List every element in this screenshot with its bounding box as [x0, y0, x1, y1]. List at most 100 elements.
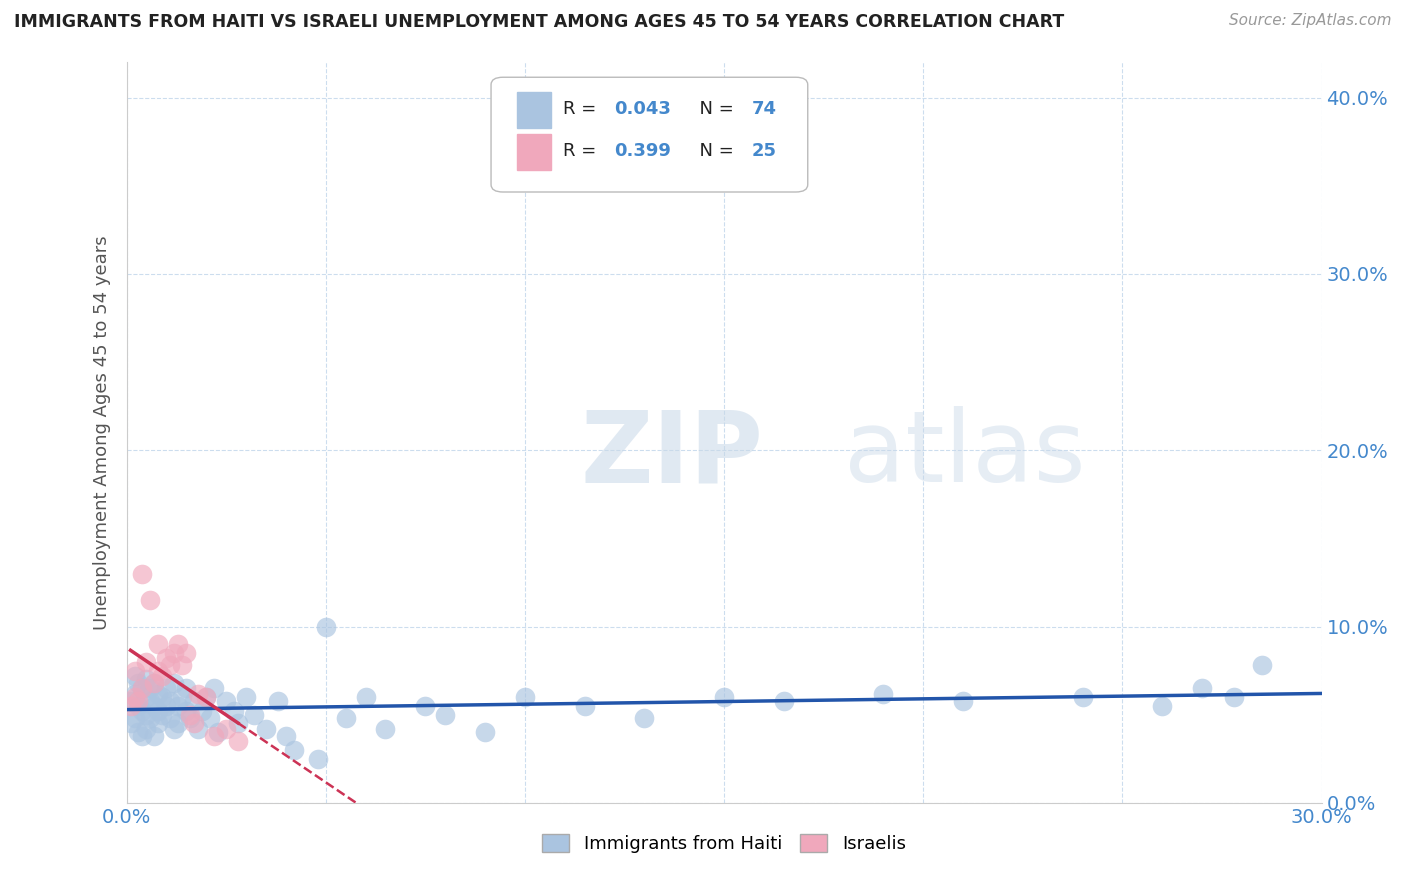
- Text: 74: 74: [752, 100, 776, 118]
- Point: [135, 655, 157, 669]
- Point: [120, 693, 142, 707]
- Point: [143, 698, 166, 713]
- Point: [1223, 690, 1246, 704]
- Point: [187, 686, 209, 700]
- Point: [143, 676, 166, 690]
- Point: [135, 690, 157, 704]
- Point: [172, 658, 194, 673]
- Point: [155, 681, 177, 696]
- FancyBboxPatch shape: [491, 78, 807, 192]
- Point: [267, 693, 290, 707]
- Point: [131, 704, 153, 718]
- Point: [148, 704, 170, 718]
- Point: [187, 722, 209, 736]
- Point: [143, 729, 166, 743]
- Point: [200, 711, 222, 725]
- Point: [315, 619, 337, 633]
- Point: [354, 690, 377, 704]
- Text: ZIP: ZIP: [581, 407, 763, 503]
- Point: [127, 693, 149, 707]
- Point: [307, 752, 329, 766]
- Point: [148, 716, 170, 731]
- Point: [215, 722, 238, 736]
- Point: [131, 729, 153, 743]
- Point: [120, 698, 142, 713]
- Point: [155, 651, 177, 665]
- Point: [274, 729, 297, 743]
- Point: [139, 681, 162, 696]
- Point: [127, 725, 149, 739]
- Point: [150, 707, 174, 722]
- Point: [222, 704, 246, 718]
- Point: [335, 711, 357, 725]
- Point: [172, 690, 194, 704]
- Point: [167, 637, 190, 651]
- Point: [163, 646, 186, 660]
- Bar: [517, 92, 551, 128]
- Text: atlas: atlas: [844, 407, 1085, 503]
- Point: [1071, 690, 1094, 704]
- Point: [135, 707, 157, 722]
- Text: 0.399: 0.399: [614, 143, 671, 161]
- Text: 25: 25: [752, 143, 776, 161]
- Point: [124, 711, 146, 725]
- Point: [195, 690, 218, 704]
- Point: [139, 693, 162, 707]
- Point: [131, 566, 153, 581]
- Point: [952, 693, 974, 707]
- Point: [254, 722, 277, 736]
- Point: [1250, 658, 1272, 673]
- Text: N =: N =: [688, 100, 740, 118]
- Text: R =: R =: [562, 143, 602, 161]
- Point: [179, 707, 201, 722]
- Text: IMMIGRANTS FROM HAITI VS ISRAELI UNEMPLOYMENT AMONG AGES 45 TO 54 YEARS CORRELAT: IMMIGRANTS FROM HAITI VS ISRAELI UNEMPLO…: [14, 13, 1064, 31]
- Point: [195, 690, 218, 704]
- Point: [434, 707, 457, 722]
- Point: [148, 664, 170, 678]
- Point: [131, 681, 153, 696]
- Point: [513, 690, 536, 704]
- Point: [191, 704, 214, 718]
- Point: [148, 686, 170, 700]
- Point: [207, 725, 229, 739]
- Point: [174, 704, 197, 718]
- Point: [150, 690, 174, 704]
- Point: [183, 693, 205, 707]
- Point: [474, 725, 496, 739]
- Point: [124, 686, 146, 700]
- Point: [243, 707, 266, 722]
- Point: [773, 693, 796, 707]
- Point: [159, 658, 181, 673]
- Point: [633, 711, 655, 725]
- Legend: Immigrants from Haiti, Israelis: Immigrants from Haiti, Israelis: [536, 827, 912, 861]
- Point: [135, 673, 157, 687]
- Point: [713, 690, 735, 704]
- Point: [1191, 681, 1213, 696]
- Bar: [517, 135, 551, 169]
- Point: [139, 711, 162, 725]
- Point: [163, 676, 186, 690]
- Text: 0.043: 0.043: [614, 100, 671, 118]
- Point: [574, 698, 596, 713]
- Point: [159, 711, 181, 725]
- Point: [1152, 698, 1174, 713]
- Point: [139, 593, 162, 607]
- Y-axis label: Unemployment Among Ages 45 to 54 years: Unemployment Among Ages 45 to 54 years: [93, 235, 111, 630]
- Point: [150, 669, 174, 683]
- Point: [124, 690, 146, 704]
- Point: [159, 693, 181, 707]
- Text: N =: N =: [688, 143, 740, 161]
- Point: [155, 698, 177, 713]
- Point: [235, 690, 257, 704]
- Point: [131, 681, 153, 696]
- Point: [167, 716, 190, 731]
- Point: [124, 664, 146, 678]
- Text: R =: R =: [562, 100, 602, 118]
- Point: [215, 693, 238, 707]
- Point: [226, 734, 249, 748]
- Point: [174, 681, 197, 696]
- Text: Source: ZipAtlas.com: Source: ZipAtlas.com: [1229, 13, 1392, 29]
- Point: [143, 676, 166, 690]
- Point: [148, 637, 170, 651]
- Point: [283, 743, 305, 757]
